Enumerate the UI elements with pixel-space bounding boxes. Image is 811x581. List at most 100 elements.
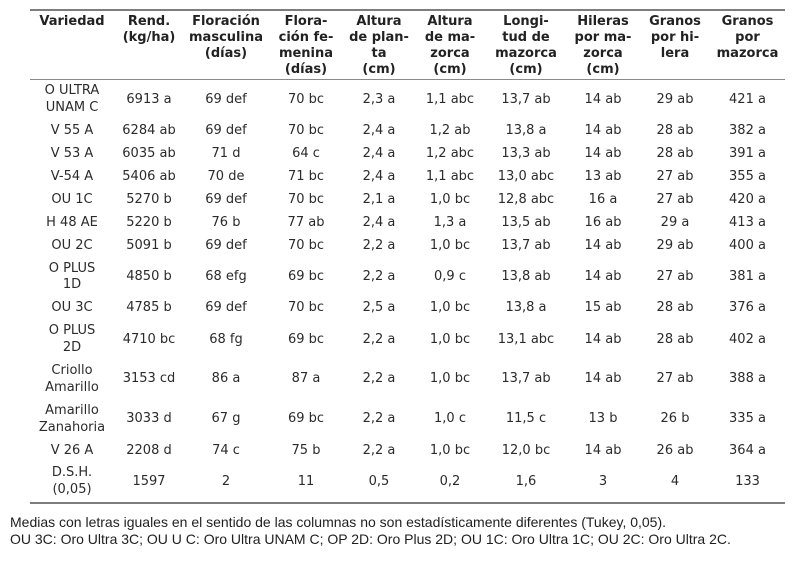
table-row: V 26 A 2208 d 74 c 75 b 2,2 a 1,0 bc 12,0 bc 14… xyxy=(30,440,785,463)
table-cell: 2,4 a xyxy=(362,214,396,230)
table-cell: 86 a xyxy=(211,371,241,387)
table-cell: 5220 b xyxy=(126,214,172,230)
table-cell: 70 bc xyxy=(287,123,325,139)
table-cell: 68 fg xyxy=(209,331,243,347)
column-header-hileras-mazorca: Hileras por ma- zorca (cm) xyxy=(574,14,632,77)
table-row: V-54 A 5406 ab 70 de 71 bc 2,4 a 1,1 abc 13,0 … xyxy=(30,166,785,189)
table-cell: 2,2 a xyxy=(362,411,396,427)
table-cell: 2208 d xyxy=(126,442,172,458)
table-cell: 12,8 abc xyxy=(497,191,555,207)
table-cell: 2,4 a xyxy=(362,169,396,184)
table-cell: 11 xyxy=(297,473,315,489)
table-cell: 67 g xyxy=(211,411,241,427)
table-cell: 70 bc xyxy=(287,237,325,253)
table-cell: 28 ab xyxy=(656,300,694,316)
table-cell: 70 bc xyxy=(287,91,325,107)
variety-cell: H 48 AE xyxy=(46,214,98,230)
table-cell: 355 a xyxy=(729,169,766,184)
table-row: OU 1C 5270 b 69 def 70 bc 2,1 a 1,0 bc 12,8 ab… xyxy=(30,189,785,212)
table-cell: 14 ab xyxy=(584,371,622,387)
table-cell: 2 xyxy=(221,473,231,489)
table-cell: 1,0 bc xyxy=(429,331,471,347)
table-cell: 4710 bc xyxy=(122,331,176,347)
table-cell: 388 a xyxy=(729,371,766,387)
table-cell: 420 a xyxy=(729,191,766,207)
table-cell: 4850 b xyxy=(126,269,172,284)
table-cell: 1,6 xyxy=(515,473,537,489)
table-cell: 69 bc xyxy=(287,331,325,347)
variety-cell: V 55 A xyxy=(50,123,94,139)
table-cell: 376 a xyxy=(729,300,766,316)
table-row: OU 2C 5091 b 69 def 70 bc 2,2 a 1,0 bc 13,7 ab… xyxy=(30,235,785,258)
table-cell: 68 efg xyxy=(205,269,247,284)
table-cell: 69 def xyxy=(205,123,247,139)
table-cell: 413 a xyxy=(729,214,766,230)
column-header-altura-mazorca: Altura de ma- zorca (cm) xyxy=(424,14,476,77)
table-cell: 27 ab xyxy=(656,191,694,207)
results-table: Variedad Rend. (kg/ha) Floración masculina… xyxy=(30,9,785,505)
variety-cell: V-54 A xyxy=(50,169,94,184)
table-cell: 28 ab xyxy=(656,146,694,162)
table-cell: 26 b xyxy=(660,411,690,427)
table-header: Variedad Rend. (kg/ha) Floración masculina… xyxy=(30,10,785,80)
table-cell: 69 def xyxy=(205,300,247,316)
footnote-significance: Medias con letras iguales en el sentido … xyxy=(10,514,667,531)
table-cell: 2,5 a xyxy=(362,300,396,316)
table-cell: 13,7 ab xyxy=(501,91,551,107)
table-cell: 14 ab xyxy=(584,146,622,162)
column-header-variedad: Variedad xyxy=(39,14,105,29)
table-row: D.S.H. (0,05) 1597 2 11 0,5 0,2 1,6 3 4 133 xyxy=(30,462,785,503)
table-cell: 14 ab xyxy=(584,269,622,284)
variety-cell: O ULTRA UNAM C xyxy=(44,83,100,116)
table-cell: 1,3 a xyxy=(433,214,467,230)
table-cell: 29 ab xyxy=(656,91,694,107)
column-header-rendimiento: Rend. (kg/ha) xyxy=(122,14,176,45)
table-cell: 0,5 xyxy=(368,473,390,489)
table-cell: 5270 b xyxy=(126,191,172,207)
table-row: O PLUS 2D 4710 bc 68 fg 69 bc 2,2 a 1,0 bc 13,… xyxy=(30,320,785,360)
header-row: Variedad Rend. (kg/ha) Floración masculina… xyxy=(30,10,785,80)
table-row: Criollo Amarillo 3153 cd 86 a 87 a 2,2 a 1,0 … xyxy=(30,360,785,400)
footnote-abbreviations: OU 3C: Oro Ultra 3C; OU U C: Oro Ultra U… xyxy=(10,531,731,548)
table-row: OU 3C 4785 b 69 def 70 bc 2,5 a 1,0 bc 13,8 a 1… xyxy=(30,297,785,320)
table-cell: 0,9 c xyxy=(434,269,466,284)
table-cell: 13,1 abc xyxy=(497,331,555,347)
table-cell: 74 c xyxy=(212,442,240,458)
table-cell: 400 a xyxy=(729,237,766,253)
table-cell: 1,2 abc xyxy=(425,146,475,162)
table-cell: 3 xyxy=(598,473,608,489)
table-cell: 75 b xyxy=(291,442,321,458)
table-cell: 69 def xyxy=(205,237,247,253)
table-cell: 28 ab xyxy=(656,331,694,347)
table-cell: 12,0 bc xyxy=(501,442,551,458)
table-cell: 14 ab xyxy=(584,331,622,347)
table-cell: 14 ab xyxy=(584,123,622,139)
variety-cell: D.S.H. (0,05) xyxy=(51,465,93,498)
column-header-flor-masculina: Floración masculina (días) xyxy=(189,14,263,61)
table-cell: 1,0 bc xyxy=(429,237,471,253)
table-cell: 335 a xyxy=(729,411,766,427)
table-cell: 29 a xyxy=(660,214,690,230)
table-cell: 26 ab xyxy=(656,442,694,458)
table-cell: 28 ab xyxy=(656,123,694,139)
column-header-flor-femenina: Flora- ción fe- menina (días) xyxy=(278,14,334,77)
table-cell: 76 b xyxy=(211,214,241,230)
table-cell: 2,2 a xyxy=(362,371,396,387)
table-cell: 70 bc xyxy=(287,300,325,316)
table-cell: 1,0 bc xyxy=(429,442,471,458)
table-cell: 133 xyxy=(735,473,760,489)
table-cell: 2,1 a xyxy=(362,191,396,207)
table-cell: 2,3 a xyxy=(362,91,396,107)
table-cell: 13,8 a xyxy=(505,300,547,316)
table-cell: 87 a xyxy=(291,371,321,387)
table-cell: 1,2 ab xyxy=(429,123,471,139)
table-cell: 77 ab xyxy=(287,214,325,230)
table-cell: 16 ab xyxy=(584,214,622,230)
table-body: O ULTRA UNAM C 6913 a 69 def 70 bc 2,3 a 1,1 … xyxy=(30,80,785,503)
variety-cell: V 53 A xyxy=(50,146,94,162)
table-cell: 27 ab xyxy=(656,169,694,184)
table-cell: 421 a xyxy=(729,91,766,107)
table-cell: 1,1 abc xyxy=(425,91,475,107)
column-header-granos-hilera: Granos por hi- lera xyxy=(649,14,701,61)
